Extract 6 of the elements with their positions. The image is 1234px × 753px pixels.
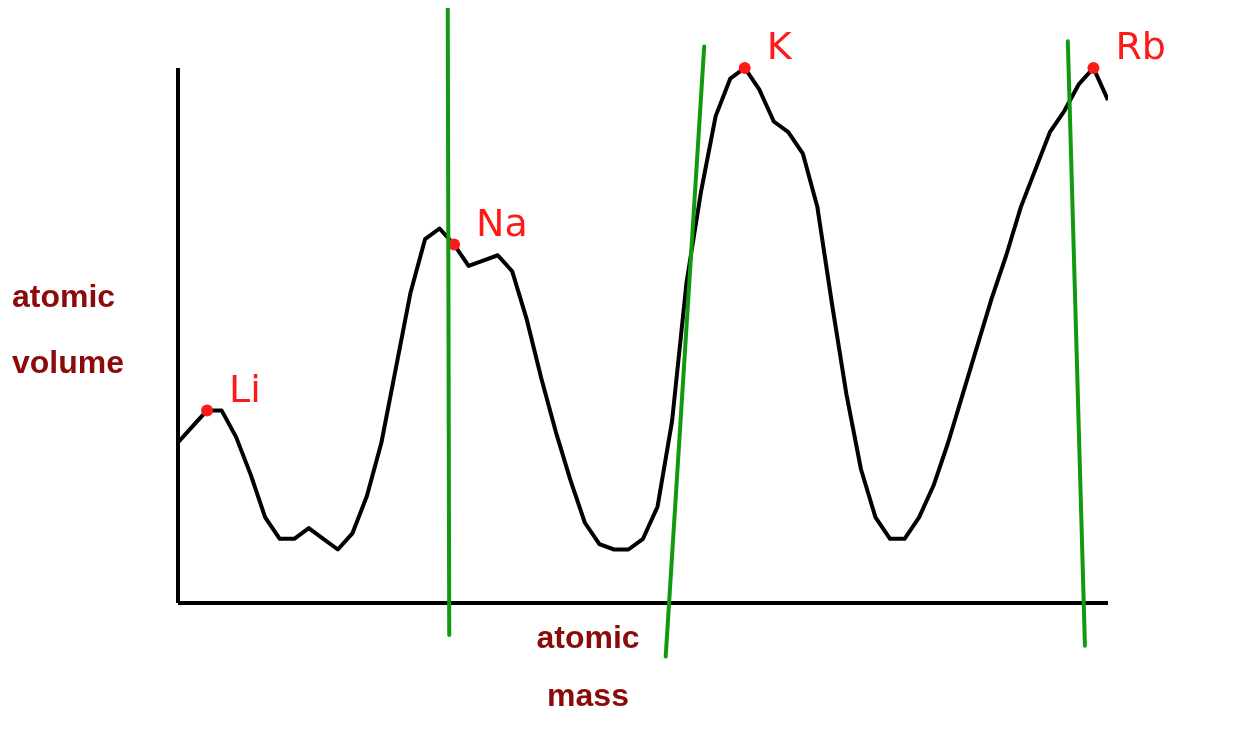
annotation: Li — [229, 366, 261, 411]
text: Rb — [1115, 24, 1166, 69]
annotation: K — [766, 24, 793, 69]
annotation: Na — [476, 201, 528, 246]
y-axis-title: atomic volume — [12, 277, 126, 382]
x-axis-title: atomic mass — [535, 618, 641, 715]
